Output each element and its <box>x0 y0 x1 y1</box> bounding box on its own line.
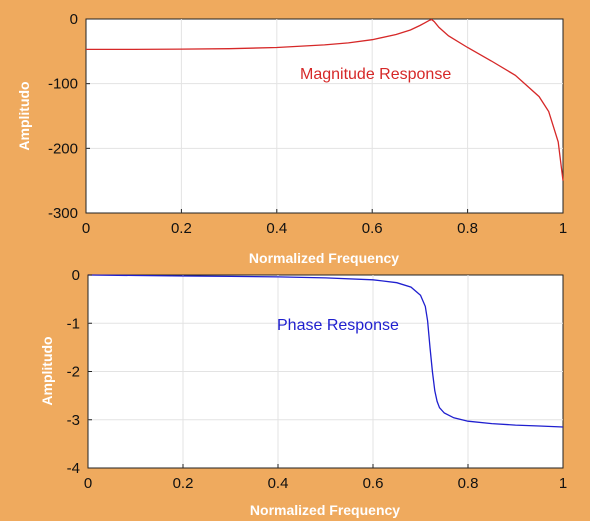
magnitude-y-tick-label: -300 <box>48 205 78 222</box>
phase-x-tick-label: 1 <box>559 475 567 492</box>
phase-y-tick-label: -4 <box>67 460 80 477</box>
magnitude-x-tick-label: 0.8 <box>457 220 478 237</box>
magnitude-panel: 0 0.2 0.4 0.6 0.8 1 0 -100 -200 -300 Magnitude R… <box>16 11 567 266</box>
magnitude-y-axis-label: Amplitudo <box>16 81 32 150</box>
phase-x-tick-label: 0 <box>84 475 92 492</box>
magnitude-y-tick-label: -100 <box>48 76 78 93</box>
phase-y-tick-label: -3 <box>67 412 80 429</box>
phase-x-axis-label: Normalized Frequency <box>250 502 400 518</box>
magnitude-x-axis-label: Normalized Frequency <box>249 250 399 266</box>
phase-x-tick-label: 0.4 <box>268 475 289 492</box>
magnitude-plot-area <box>85 18 564 214</box>
magnitude-curve <box>86 18 564 181</box>
magnitude-grid <box>86 19 563 213</box>
phase-y-tick-label: -2 <box>67 364 80 381</box>
magnitude-curve-group <box>86 18 564 181</box>
phase-panel: 0 0.2 0.4 0.6 0.8 1 0-1-2-3-4 Phase Response … <box>39 267 567 518</box>
magnitude-x-tick-label: 0.6 <box>362 220 383 237</box>
magnitude-x-tick-label: 0.4 <box>266 220 287 237</box>
magnitude-annotation: Magnitude Response <box>300 66 451 83</box>
magnitude-x-tick-label: 1 <box>559 220 567 237</box>
phase-y-axis-label: Amplitudo <box>39 336 55 405</box>
magnitude-y-ticks: 0 -100 -200 -300 <box>48 11 90 222</box>
phase-x-tick-label: 0.8 <box>458 475 479 492</box>
magnitude-x-tick-label: 0.2 <box>171 220 192 237</box>
magnitude-x-ticks: 0 0.2 0.4 0.6 0.8 1 <box>82 209 567 237</box>
phase-annotation: Phase Response <box>277 317 399 334</box>
phase-curve-group <box>87 274 564 428</box>
phase-x-tick-label: 0.6 <box>363 475 384 492</box>
phase-y-ticks: 0 -1 -2 -3 -4 <box>67 267 92 477</box>
phase-y-tick-label: 0 <box>72 267 80 284</box>
phase-y-tick-label: -1 <box>67 315 80 332</box>
magnitude-x-tick-label: 0 <box>82 220 90 237</box>
phase-curve <box>87 274 564 428</box>
phase-x-ticks: 0 0.2 0.4 0.6 0.8 1 <box>84 464 567 492</box>
magnitude-y-tick-label: 0 <box>70 11 78 28</box>
magnitude-y-tick-label: -200 <box>48 140 78 157</box>
phase-grid <box>88 275 563 468</box>
phase-x-tick-label: 0.2 <box>173 475 194 492</box>
